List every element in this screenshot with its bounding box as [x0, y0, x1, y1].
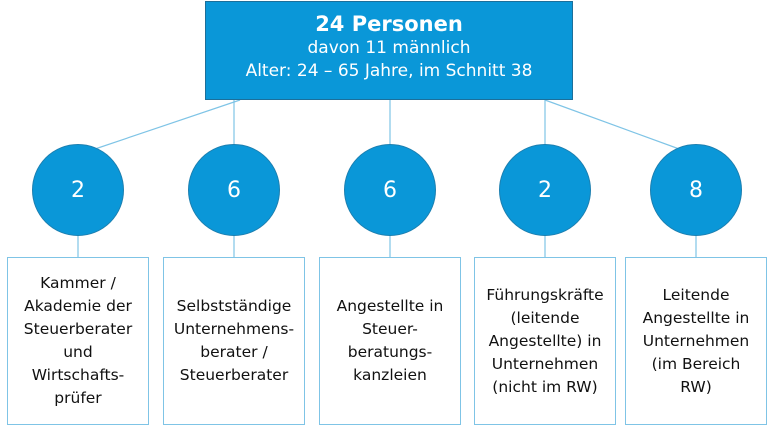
group-3-count: 6	[383, 177, 397, 203]
summary-header-box: 24 Personen davon 11 männlich Alter: 24 …	[205, 1, 573, 100]
group-2-label: Selbstständige Unternehmens- berater / S…	[173, 297, 295, 384]
group-2-count-circle: 6	[188, 144, 280, 236]
summary-gender-line: davon 11 männlich	[307, 38, 471, 58]
group-5-count: 8	[689, 177, 703, 203]
group-3-label: Angestellte in Steuer- beratungs- kanzle…	[336, 297, 444, 384]
group-4-label: Führungskräfte (leitende Angestellte) in…	[486, 285, 604, 396]
group-1-label: Kammer / Akademie der Steuerberater und …	[23, 274, 133, 407]
summary-title: 24 Personen	[315, 12, 463, 36]
group-5-label: Leitende Angestellte in Unternehmen (im …	[642, 285, 750, 396]
group-5-card: Leitende Angestellte in Unternehmen (im …	[625, 257, 767, 425]
group-1-card: Kammer / Akademie der Steuerberater und …	[7, 257, 149, 425]
group-3-count-circle: 6	[344, 144, 436, 236]
group-4-card: Führungskräfte (leitende Angestellte) in…	[474, 257, 616, 425]
summary-age-line: Alter: 24 – 65 Jahre, im Schnitt 38	[245, 61, 533, 81]
group-4-count: 2	[538, 177, 552, 203]
connector-header-to-group-5	[544, 99, 683, 151]
group-5-count-circle: 8	[650, 144, 742, 236]
group-2-count: 6	[227, 177, 241, 203]
connector-header-to-group-1	[91, 99, 241, 151]
group-4-count-circle: 2	[499, 144, 591, 236]
group-1-count: 2	[71, 177, 85, 203]
group-2-card: Selbstständige Unternehmens- berater / S…	[163, 257, 305, 425]
group-3-card: Angestellte in Steuer- beratungs- kanzle…	[319, 257, 461, 425]
group-1-count-circle: 2	[32, 144, 124, 236]
